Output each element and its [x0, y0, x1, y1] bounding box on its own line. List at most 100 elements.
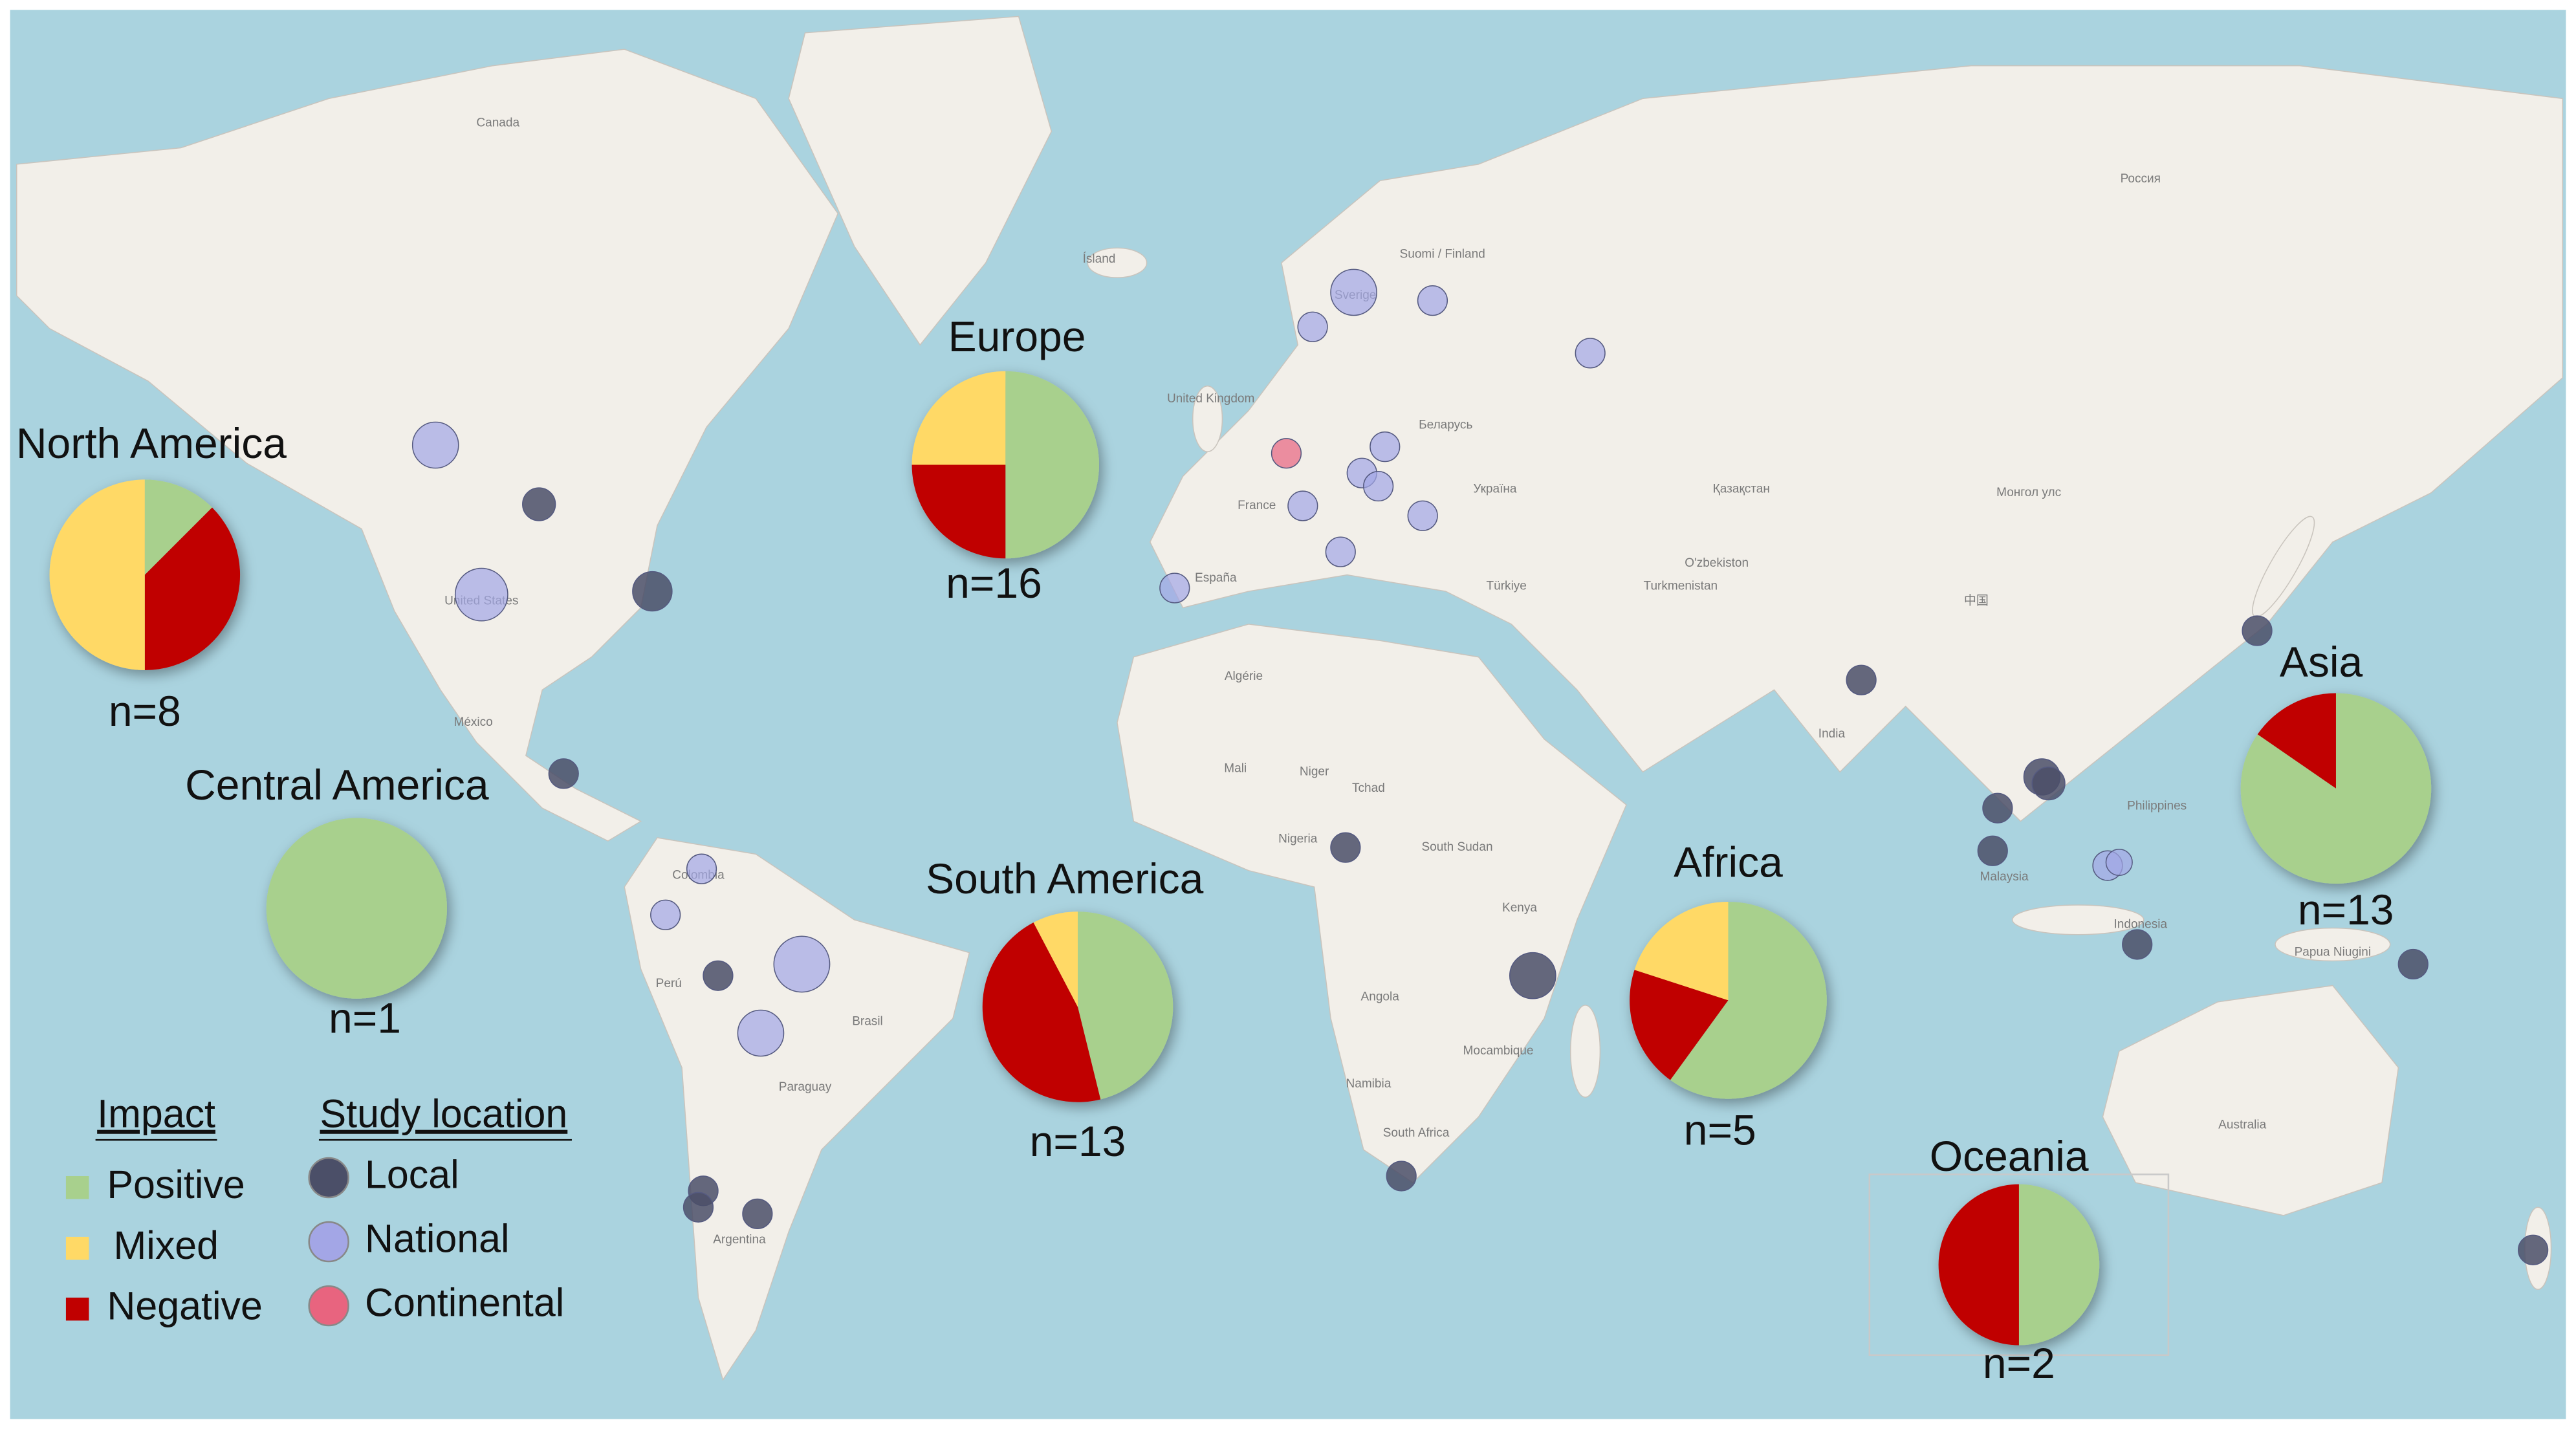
study-dot [773, 935, 831, 993]
legend-title: Study location [320, 1092, 568, 1136]
place-label: Tchad [1352, 781, 1385, 795]
region-name: Oceania [1930, 1132, 2089, 1180]
australia [2102, 985, 2399, 1216]
place-label: Argentina [713, 1233, 766, 1247]
place-label: Беларусь [1419, 419, 1472, 432]
pie-slice [1938, 1184, 2019, 1346]
madagascar [1569, 1005, 1601, 1098]
place-label: Niger [1300, 765, 1329, 778]
place-label: Suomi / Finland [1400, 248, 1485, 261]
oceania-box [1868, 1173, 2170, 1357]
africa [1117, 624, 1627, 1184]
place-label: Mocambique [1463, 1044, 1534, 1058]
study-dot [1159, 573, 1190, 604]
region-count: n=16 [946, 559, 1042, 607]
region-count: n=2 [1983, 1339, 2055, 1387]
study-dot [682, 1192, 714, 1223]
study-dot [2518, 1234, 2549, 1265]
pie [1630, 901, 1827, 1099]
study-dot [742, 1198, 773, 1229]
region-count: n=13 [1030, 1117, 1126, 1165]
pie-slice [1033, 911, 1078, 1007]
legend: Impact Positive Mixed Negative Study locatio… [65, 1092, 572, 1328]
place-label: South Africa [1383, 1126, 1450, 1140]
pie [266, 818, 447, 999]
pie-slice [144, 507, 241, 670]
pie-slice [266, 818, 447, 999]
study-dot [548, 758, 579, 789]
place-label: Kenya [1502, 901, 1537, 915]
pie-slice [1634, 901, 1729, 1001]
legend-label: Continental [365, 1281, 564, 1325]
legend-swatch [65, 1297, 89, 1321]
region-count: n=5 [1684, 1106, 1756, 1153]
place-label: Nigeria [1278, 833, 1318, 846]
region-name: Central America [185, 761, 489, 809]
study-dot [1386, 1161, 1417, 1192]
study-dot [737, 1009, 785, 1057]
eurasia [1149, 65, 2564, 822]
place-label: Canada [476, 116, 519, 129]
study-dot [2105, 848, 2133, 877]
pie-slice [49, 479, 145, 670]
pie [49, 479, 241, 670]
region-name: South America [926, 855, 1204, 902]
study-dot [1370, 431, 1401, 463]
study-dot [1325, 536, 1356, 567]
region-count: n=1 [329, 994, 401, 1042]
study-dot [1575, 338, 1606, 369]
region-count: n=13 [2298, 886, 2394, 933]
legend-label: Positive [107, 1162, 245, 1206]
study-dot [2242, 615, 2273, 646]
place-label: Algérie [1225, 670, 1263, 683]
pie-slice [911, 464, 1006, 559]
place-label: France [1238, 499, 1276, 512]
place-label: United Kingdom [1167, 392, 1254, 406]
study-dot [1287, 490, 1318, 521]
place-label: 中国 [1964, 593, 1989, 607]
pie-slice [2018, 1184, 2100, 1346]
place-label: Philippines [2127, 800, 2187, 813]
study-dot [522, 487, 556, 521]
study-dot [1509, 952, 1556, 999]
britain [1192, 385, 1223, 453]
place-label: España [1195, 571, 1237, 585]
study-dot [1330, 268, 1377, 316]
legend-label: Negative [107, 1284, 262, 1328]
pie-slice [1077, 911, 1173, 1100]
place-label: Papua Niugini [2295, 946, 2372, 959]
study-dot [650, 899, 681, 930]
pie-slice [1005, 371, 1100, 559]
place-label: Namibia [1346, 1077, 1392, 1091]
place-label: Ísland [1083, 252, 1116, 266]
study-dot [1271, 438, 1302, 469]
legend-swatch [308, 1221, 349, 1263]
indonesia [2011, 904, 2145, 935]
place-label: Turkmenistan [1644, 579, 1718, 593]
greenland [788, 16, 1053, 346]
legend-title: Impact [97, 1092, 215, 1136]
legend-swatch [308, 1157, 349, 1199]
place-label: Mali [1224, 761, 1247, 775]
study-dot [1977, 835, 2008, 866]
pie-slice [1630, 970, 1729, 1080]
place-label: Paraguay [779, 1080, 832, 1094]
study-dot [1330, 832, 1361, 863]
study-dot [2122, 929, 2153, 960]
legend-label: Local [365, 1153, 459, 1197]
place-label: Brasil [852, 1014, 883, 1028]
place-label: India [1818, 727, 1846, 741]
place-label: Perú [656, 977, 682, 990]
pie [2240, 693, 2432, 884]
study-dots [411, 268, 2549, 1265]
pie-slice [982, 922, 1101, 1102]
place-label: Indonesia [2114, 918, 2168, 932]
study-dot [1297, 311, 1328, 342]
pie [1938, 1184, 2100, 1346]
study-dot [1363, 470, 1394, 502]
place-label: O'zbekiston [1685, 556, 1749, 570]
pie-slice [1670, 901, 1827, 1099]
study-dot [632, 571, 673, 612]
